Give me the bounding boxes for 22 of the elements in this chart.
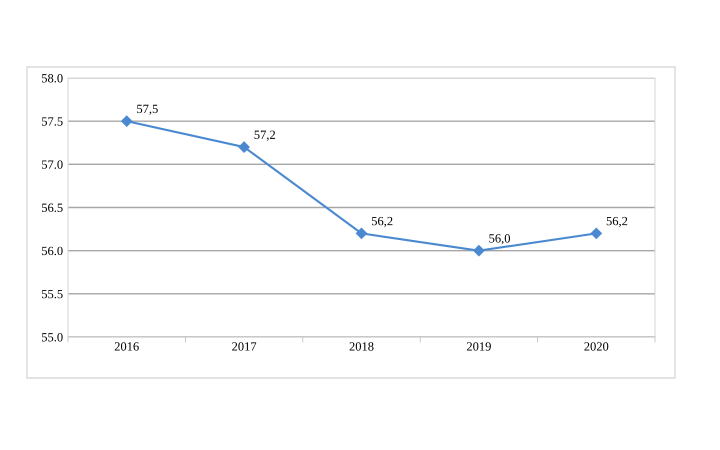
y-tick-label: 57.0 — [42, 160, 63, 169]
y-tick-label: 58.0 — [42, 74, 63, 83]
data-label: 56,0 — [489, 234, 510, 244]
y-tick-label: 55.5 — [42, 290, 63, 298]
y-tick-label: 56.0 — [42, 246, 63, 256]
y-tick-label: 56.5 — [42, 204, 63, 212]
x-tick-label: 2017 — [232, 342, 256, 351]
y-tick-label: 55.0 — [42, 333, 63, 342]
data-label: 56,2 — [372, 216, 392, 228]
data-label: 57,2 — [254, 130, 276, 141]
x-tick-label: 2016 — [114, 342, 139, 351]
point — [121, 116, 132, 127]
x-tick-label: 2019 — [466, 342, 491, 351]
data-label: 57,5 — [137, 104, 158, 115]
point — [356, 228, 368, 240]
point — [590, 228, 602, 240]
point — [473, 245, 485, 256]
x-tick-label: 2020 — [584, 342, 608, 351]
point — [238, 141, 250, 153]
y-tick-label: 57.5 — [42, 117, 63, 126]
data-label: 56,2 — [606, 216, 628, 228]
x-tick-label: 2018 — [350, 342, 374, 351]
